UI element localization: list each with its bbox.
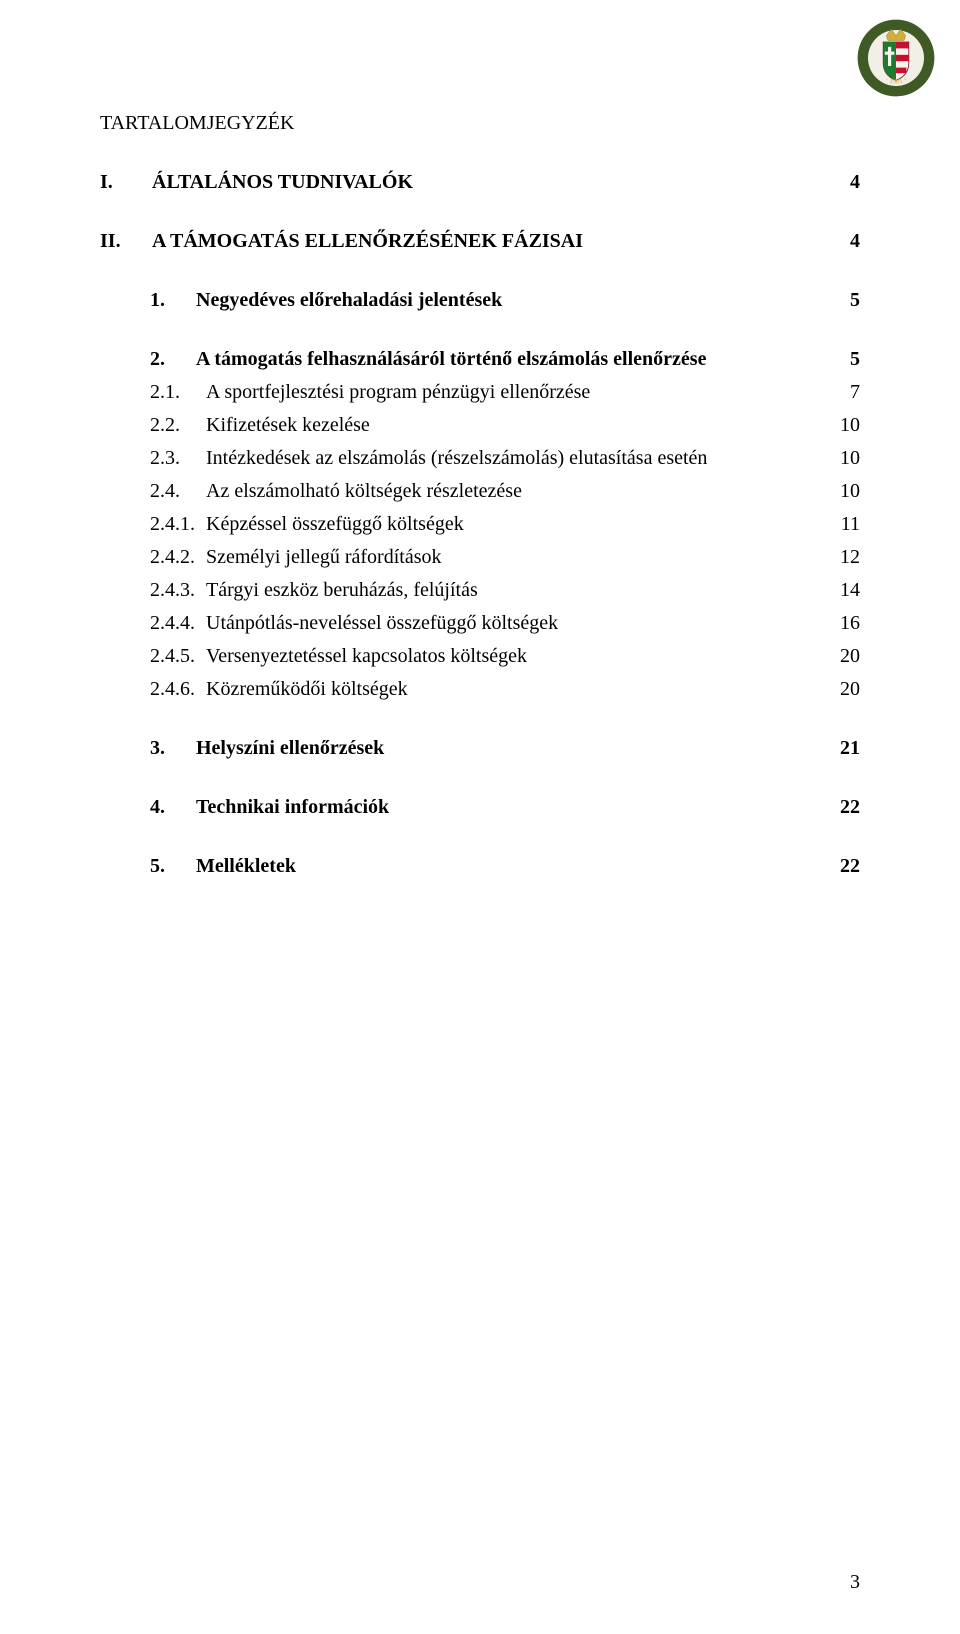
toc-text: ÁLTALÁNOS TUDNIVALÓK [152, 167, 830, 198]
toc-text: Technikai információk [196, 792, 830, 823]
toc-entry-2-3: 2.3. Intézkedések az elszámolás (részels… [100, 443, 860, 474]
toc-text: A sportfejlesztési program pénzügyi elle… [206, 377, 830, 408]
toc-text: Helyszíni ellenőrzések [196, 733, 830, 764]
toc-entry-1: 1. Negyedéves előrehaladási jelentések 5 [100, 285, 860, 316]
toc-num: 2.3. [100, 443, 206, 474]
toc-page: 20 [830, 641, 860, 672]
toc-text: Mellékletek [196, 851, 830, 882]
content: TARTALOMJEGYZÉK I. ÁLTALÁNOS TUDNIVALÓK … [100, 108, 860, 882]
toc-entry-2-4-4: 2.4.4. Utánpótlás-neveléssel összefüggő … [100, 608, 860, 639]
toc-text: Negyedéves előrehaladási jelentések [196, 285, 830, 316]
toc-num: 2.4.1. [100, 509, 206, 540]
toc-page: 4 [830, 167, 860, 198]
toc-entry-5: 5. Mellékletek 22 [100, 851, 860, 882]
toc-num: 2.4.3. [100, 575, 206, 606]
toc-num: 1. [100, 285, 196, 316]
toc-num: 2.4.5. [100, 641, 206, 672]
toc-page: 20 [830, 674, 860, 705]
toc-num: 2. [100, 344, 196, 375]
toc-entry-2-1: 2.1. A sportfejlesztési program pénzügyi… [100, 377, 860, 408]
toc-page: 10 [830, 410, 860, 441]
toc-num: 5. [100, 851, 196, 882]
toc-entry-2-4-3: 2.4.3. Tárgyi eszköz beruházás, felújítá… [100, 575, 860, 606]
toc-entry-2-4: 2.4. Az elszámolható költségek részletez… [100, 476, 860, 507]
toc-page: 12 [830, 542, 860, 573]
toc-num: 2.4.4. [100, 608, 206, 639]
page: · 1901 · TARTALOMJEGYZÉK I. ÁLTALÁNOS TU… [0, 0, 960, 1634]
toc-text: Tárgyi eszköz beruházás, felújítás [206, 575, 830, 606]
toc-num: 2.2. [100, 410, 206, 441]
toc-page: 11 [830, 509, 860, 540]
toc-num: 2.4. [100, 476, 206, 507]
toc-entry-3: 3. Helyszíni ellenőrzések 21 [100, 733, 860, 764]
toc-page: 22 [830, 851, 860, 882]
toc-text: Képzéssel összefüggő költségek [206, 509, 830, 540]
toc-page: 14 [830, 575, 860, 606]
toc-entry-I: I. ÁLTALÁNOS TUDNIVALÓK 4 [100, 167, 860, 198]
toc-num: 2.4.2. [100, 542, 206, 573]
toc-num: II. [100, 226, 152, 257]
toc-page: 22 [830, 792, 860, 823]
toc-num: 4. [100, 792, 196, 823]
toc-text: Kifizetések kezelése [206, 410, 830, 441]
toc-heading: TARTALOMJEGYZÉK [100, 108, 860, 139]
toc-page: 10 [830, 476, 860, 507]
toc-text: Intézkedések az elszámolás (részelszámol… [206, 443, 830, 474]
toc-page: 7 [830, 377, 860, 408]
toc-entry-II: II. A TÁMOGATÁS ELLENŐRZÉSÉNEK FÁZISAI 4 [100, 226, 860, 257]
toc-num: 2.4.6. [100, 674, 206, 705]
toc-entry-2: 2. A támogatás felhasználásáról történő … [100, 344, 860, 375]
toc-entry-2-4-2: 2.4.2. Személyi jellegű ráfordítások 12 [100, 542, 860, 573]
toc-entry-2-2: 2.2. Kifizetések kezelése 10 [100, 410, 860, 441]
toc-text: Közreműködői költségek [206, 674, 830, 705]
toc-page: 16 [830, 608, 860, 639]
toc-page: 10 [830, 443, 860, 474]
toc-text: Az elszámolható költségek részletezése [206, 476, 830, 507]
toc-page: 4 [830, 226, 860, 257]
toc-text: Versenyeztetéssel kapcsolatos költségek [206, 641, 830, 672]
page-number: 3 [850, 1571, 860, 1594]
toc-num: 2.1. [100, 377, 206, 408]
toc-text: A támogatás felhasználásáról történő els… [196, 344, 830, 375]
toc-page: 21 [830, 733, 860, 764]
toc-entry-2-4-6: 2.4.6. Közreműködői költségek 20 [100, 674, 860, 705]
toc-entry-4: 4. Technikai információk 22 [100, 792, 860, 823]
toc-num: 3. [100, 733, 196, 764]
toc-page: 5 [830, 344, 860, 375]
toc-entry-2-4-1: 2.4.1. Képzéssel összefüggő költségek 11 [100, 509, 860, 540]
toc-entry-2-4-5: 2.4.5. Versenyeztetéssel kapcsolatos köl… [100, 641, 860, 672]
toc-text: Utánpótlás-neveléssel összefüggő költség… [206, 608, 830, 639]
toc-num: I. [100, 167, 152, 198]
toc-text: A TÁMOGATÁS ELLENŐRZÉSÉNEK FÁZISAI [152, 226, 830, 257]
toc-text: Személyi jellegű ráfordítások [206, 542, 830, 573]
org-logo: · 1901 · [856, 18, 936, 98]
toc-page: 5 [830, 285, 860, 316]
